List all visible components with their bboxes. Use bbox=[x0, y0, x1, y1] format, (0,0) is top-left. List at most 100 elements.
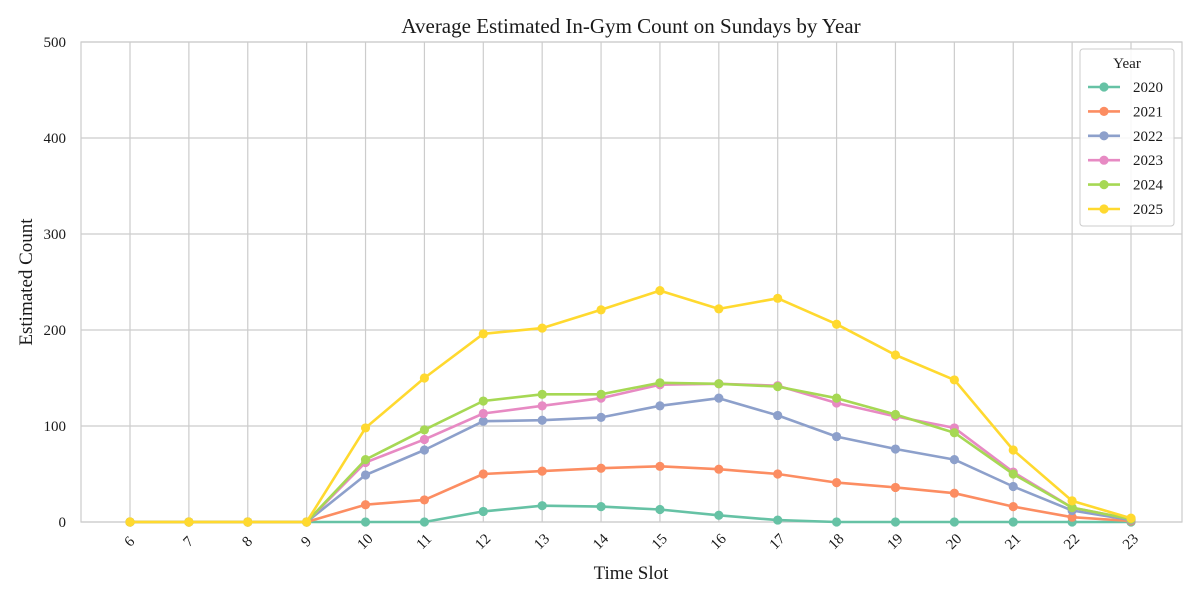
x-tick-label: 10 bbox=[355, 531, 377, 553]
legend-item-2023: 2023 bbox=[1088, 153, 1163, 169]
data-point bbox=[360, 470, 371, 480]
data-point bbox=[655, 378, 665, 388]
data-point bbox=[1126, 513, 1136, 523]
data-point bbox=[714, 379, 724, 389]
x-tick-label: 17 bbox=[767, 531, 789, 553]
data-point bbox=[890, 409, 901, 420]
series-2021 bbox=[125, 461, 1136, 527]
legend-marker bbox=[1099, 155, 1109, 165]
data-point bbox=[655, 286, 665, 296]
data-point bbox=[419, 517, 430, 527]
series-line bbox=[130, 504, 1131, 524]
x-tick-label: 6 bbox=[122, 533, 139, 550]
legend-item-2020: 2020 bbox=[1088, 80, 1163, 96]
data-point bbox=[773, 469, 783, 479]
data-point bbox=[714, 393, 724, 403]
data-point bbox=[360, 423, 371, 433]
data-point bbox=[1067, 512, 1077, 522]
data-point bbox=[773, 515, 783, 525]
legend-item-2025: 2025 bbox=[1088, 202, 1163, 218]
series-2024 bbox=[125, 378, 1136, 527]
data-point bbox=[478, 506, 488, 517]
legend-item-2021: 2021 bbox=[1088, 104, 1163, 120]
y-axis-ticks: 0 100 200 300 400 500 bbox=[44, 35, 67, 531]
data-point bbox=[655, 401, 665, 411]
y-tick-label: 100 bbox=[44, 419, 67, 435]
data-point bbox=[890, 517, 901, 527]
x-tick-label: 16 bbox=[708, 531, 730, 553]
legend-label: 2024 bbox=[1133, 178, 1164, 194]
data-point bbox=[537, 501, 547, 511]
data-point bbox=[419, 495, 430, 505]
x-tick-label: 19 bbox=[885, 531, 907, 553]
data-point bbox=[596, 502, 606, 512]
y-tick-label: 0 bbox=[59, 515, 67, 531]
x-tick-label: 9 bbox=[298, 534, 315, 551]
legend-items: 2020 2021 2022 2023 2024 2025 bbox=[1088, 80, 1164, 218]
series-line bbox=[130, 464, 1132, 524]
series-2025 bbox=[125, 286, 1136, 527]
y-tick-label: 400 bbox=[44, 131, 67, 147]
y-axis-title: Estimated Count bbox=[16, 218, 37, 346]
data-point bbox=[831, 517, 842, 527]
data-point bbox=[1008, 502, 1018, 512]
data-point bbox=[184, 517, 194, 527]
data-point bbox=[714, 304, 724, 314]
legend-label: 2023 bbox=[1133, 153, 1163, 169]
data-point bbox=[537, 401, 547, 411]
data-point bbox=[831, 431, 842, 442]
data-point bbox=[949, 517, 959, 527]
data-point bbox=[773, 382, 783, 392]
data-point bbox=[478, 416, 488, 426]
data-point bbox=[1008, 469, 1018, 479]
x-tick-label: 7 bbox=[181, 533, 198, 550]
data-point bbox=[360, 517, 371, 527]
x-tick-label: 22 bbox=[1061, 531, 1083, 553]
data-point bbox=[419, 373, 430, 383]
data-point bbox=[949, 488, 959, 498]
data-point bbox=[243, 517, 253, 527]
data-point bbox=[655, 504, 665, 515]
data-point bbox=[831, 319, 842, 329]
x-tick-label: 18 bbox=[826, 531, 848, 553]
series-line bbox=[130, 289, 1132, 524]
data-point bbox=[1008, 517, 1018, 527]
data-point bbox=[596, 305, 606, 315]
legend-marker bbox=[1099, 131, 1109, 141]
data-point bbox=[537, 323, 547, 333]
data-point bbox=[360, 455, 371, 465]
data-point bbox=[537, 389, 547, 399]
data-point bbox=[478, 469, 488, 479]
x-tick-label: 12 bbox=[472, 531, 494, 553]
legend-marker bbox=[1099, 82, 1109, 92]
x-tick-label: 21 bbox=[1002, 531, 1024, 553]
legend-title: Year bbox=[1113, 56, 1141, 72]
data-point bbox=[1008, 481, 1018, 492]
series-line bbox=[130, 396, 1132, 524]
x-tick-label: 11 bbox=[414, 531, 436, 553]
legend-label: 2020 bbox=[1133, 80, 1163, 96]
data-point bbox=[419, 434, 430, 445]
data-point bbox=[537, 466, 547, 476]
series-layer bbox=[125, 286, 1136, 527]
x-tick-label: 20 bbox=[943, 531, 965, 553]
x-axis-ticks: 6 7 8 9 10 11 12 13 14 15 16 17 18 19 20 21 22 23 bbox=[122, 531, 1142, 553]
data-point bbox=[831, 393, 842, 403]
x-tick-label: 13 bbox=[531, 531, 553, 553]
data-point bbox=[1067, 503, 1077, 513]
grid bbox=[81, 41, 1182, 523]
data-point bbox=[655, 461, 665, 471]
data-point bbox=[773, 410, 783, 421]
data-point bbox=[596, 389, 606, 399]
data-point bbox=[302, 517, 312, 527]
data-point bbox=[478, 408, 488, 419]
data-point bbox=[125, 517, 135, 527]
data-point bbox=[596, 463, 606, 473]
x-axis-title: Time Slot bbox=[594, 563, 670, 584]
x-tick-label: 14 bbox=[590, 531, 612, 553]
y-tick-label: 200 bbox=[44, 323, 67, 339]
legend-marker bbox=[1099, 204, 1109, 214]
data-point bbox=[714, 464, 724, 474]
data-point bbox=[1067, 496, 1077, 506]
